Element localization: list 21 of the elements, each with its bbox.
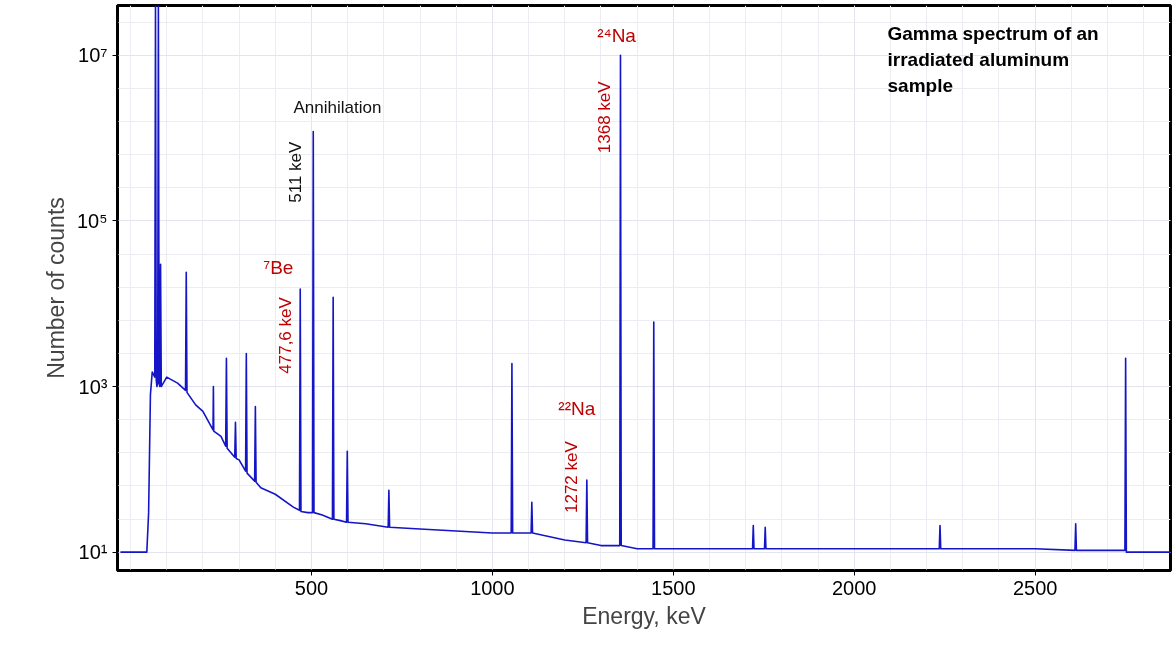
x-tick-label: 1500 — [651, 576, 696, 599]
y-axis-title: Number of counts — [42, 197, 69, 379]
y-tick-label: 10³ — [78, 375, 108, 398]
annotation: 1272 keV — [562, 440, 582, 513]
annotation: 477,6 keV — [275, 296, 295, 374]
text: Gamma spectrum of an irradiated aluminum sample — [887, 22, 1099, 96]
annotation: Annihilation — [293, 98, 382, 118]
annotation: 1368 keV — [595, 80, 615, 154]
annotation: ²⁴Na — [597, 24, 637, 46]
annotation: 511 keV — [285, 140, 305, 203]
x-tick-label: 1000 — [470, 576, 515, 599]
x-tick-label: 2500 — [1012, 576, 1058, 599]
line-series — [119, 5, 1171, 553]
y-tick-label: 10⁷ — [78, 44, 108, 67]
annotation: ²²Na — [558, 397, 596, 419]
x-tick-label: 500 — [294, 576, 329, 599]
x-tick-label: 2000 — [831, 576, 877, 599]
x-axis-title: Energy, keV — [582, 602, 707, 629]
annotation: ⁷Be — [263, 256, 294, 278]
y-tick-label: 10¹ — [78, 541, 108, 564]
y-tick-label: 10⁵ — [76, 209, 108, 232]
